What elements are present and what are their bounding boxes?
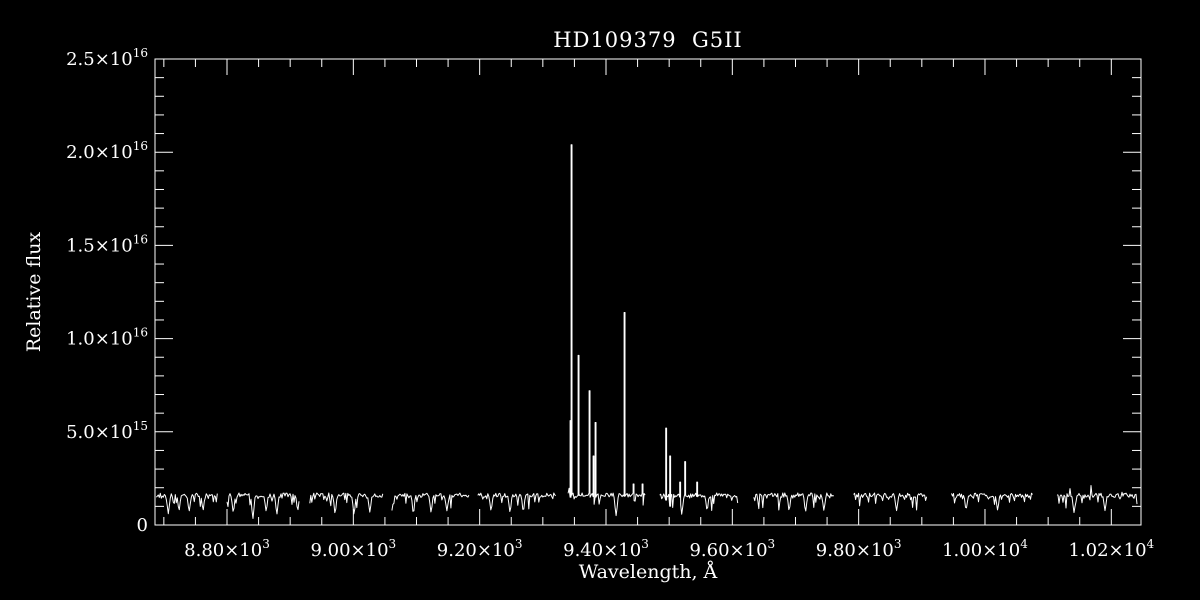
x-tick-label: 8.80×103 bbox=[184, 537, 270, 561]
x-axis-label: Wavelength, Å bbox=[579, 561, 718, 583]
y-tick-label: 2.5×1016 bbox=[66, 46, 148, 70]
axes bbox=[154, 58, 1142, 526]
spectrum-segment bbox=[853, 492, 928, 512]
x-tick-label: 9.80×103 bbox=[816, 537, 902, 561]
x-tick-label: 1.00×104 bbox=[942, 537, 1028, 561]
tick-labels: 8.80×103 9.00×103 9.20×103 9.40×103 9.60×103… bbox=[66, 46, 1154, 561]
spectrum-segment bbox=[659, 427, 739, 515]
x-tick-label: 9.40×103 bbox=[563, 537, 649, 561]
spectrum-segment bbox=[391, 492, 470, 513]
x-tick-label: 1.02×104 bbox=[1068, 537, 1154, 561]
y-tick-label: 1.5×1016 bbox=[66, 232, 148, 256]
x-tick-label: 9.00×103 bbox=[310, 537, 396, 561]
plot-title: HD109379 G5II bbox=[553, 28, 742, 52]
spectrum-segment bbox=[1056, 485, 1138, 513]
spectrum-segment bbox=[753, 492, 835, 512]
y-tick-label: 2.0×1016 bbox=[66, 139, 148, 163]
plot-border bbox=[154, 58, 1142, 526]
y-tick-label: 5.0×1015 bbox=[66, 419, 148, 443]
y-axis-label: Relative flux bbox=[23, 232, 45, 353]
spectrum-segment bbox=[155, 492, 218, 515]
spectrum-trace bbox=[155, 144, 1138, 519]
spectrum-segment bbox=[309, 492, 384, 515]
x-tick-label: 9.20×103 bbox=[437, 537, 523, 561]
spectrum-segment bbox=[226, 492, 300, 519]
y-tick-label: 1.0×1016 bbox=[66, 326, 148, 350]
y-tick-label: 0 bbox=[137, 515, 148, 536]
x-tick-label: 9.60×103 bbox=[689, 537, 775, 561]
spectrum-segment bbox=[951, 492, 1033, 511]
spectrum-segment bbox=[477, 492, 557, 512]
spectrum-segment bbox=[567, 144, 646, 517]
